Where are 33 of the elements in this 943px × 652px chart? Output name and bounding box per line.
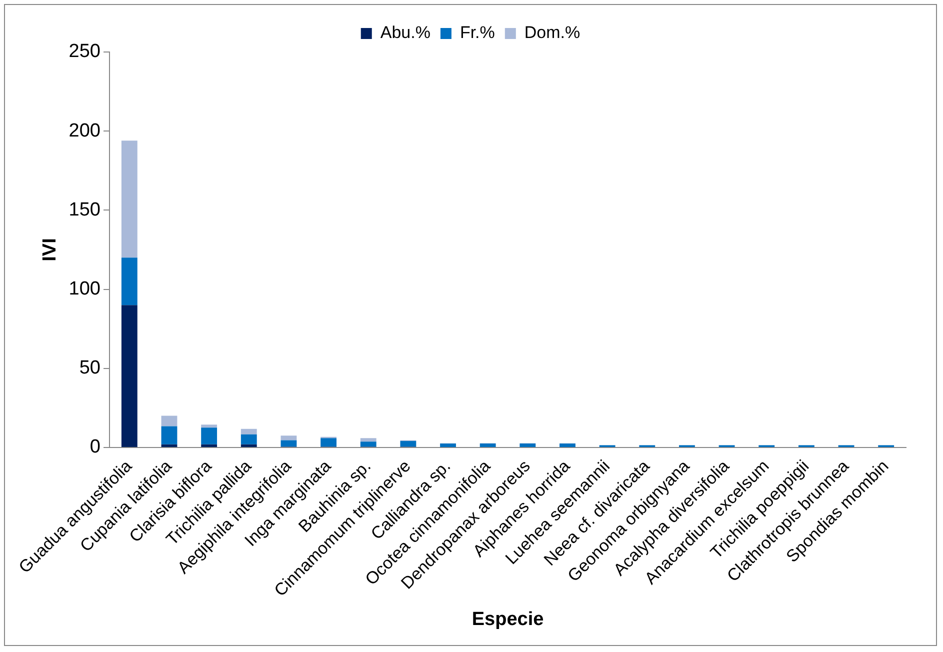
bar (440, 444, 456, 448)
bar (240, 434, 257, 444)
y-tick-label: 150 (68, 199, 100, 220)
bar (201, 444, 218, 448)
bar (121, 305, 138, 448)
y-tick-label: 100 (68, 278, 100, 300)
bar (121, 258, 138, 306)
legend-label: Dom.% (524, 23, 580, 42)
bar (280, 436, 297, 440)
bar (560, 444, 576, 448)
bar (280, 440, 297, 447)
x-axis-title: Especie (472, 608, 544, 630)
bar (320, 438, 337, 447)
bar (240, 428, 257, 434)
y-tick-label: 200 (68, 120, 100, 142)
bar (520, 444, 536, 448)
bar (480, 444, 496, 448)
y-tick-label: 250 (68, 41, 100, 62)
bar (240, 444, 257, 448)
bar (201, 428, 218, 444)
bar (161, 416, 178, 426)
bar (400, 441, 416, 447)
bar (161, 444, 178, 448)
legend-label: Abu.% (380, 23, 430, 42)
y-axis-title: IVI (40, 238, 61, 262)
legend-label: Fr.% (460, 23, 495, 42)
bar (360, 442, 376, 447)
y-tick-label: 0 (90, 436, 100, 458)
bar (360, 438, 376, 442)
bar (201, 424, 218, 428)
y-tick-label: 50 (79, 358, 100, 379)
bar (161, 426, 178, 444)
bar (121, 140, 138, 258)
